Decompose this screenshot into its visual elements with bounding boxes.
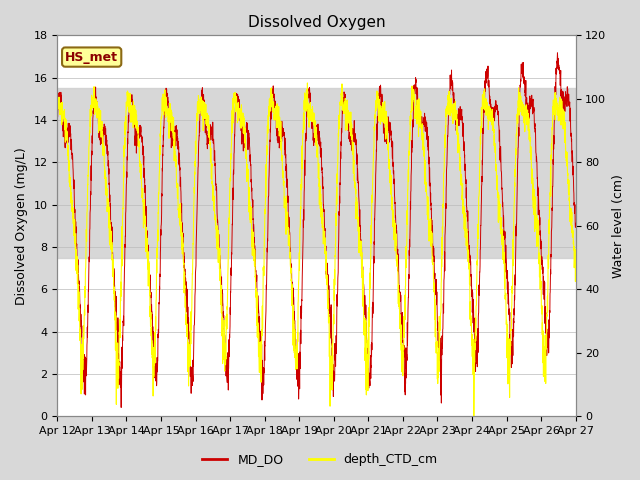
Y-axis label: Water level (cm): Water level (cm) bbox=[612, 174, 625, 278]
Bar bbox=[58, 88, 575, 258]
Legend: MD_DO, depth_CTD_cm: MD_DO, depth_CTD_cm bbox=[197, 448, 443, 471]
Y-axis label: Dissolved Oxygen (mg/L): Dissolved Oxygen (mg/L) bbox=[15, 147, 28, 305]
Text: HS_met: HS_met bbox=[65, 50, 118, 63]
Title: Dissolved Oxygen: Dissolved Oxygen bbox=[248, 15, 385, 30]
